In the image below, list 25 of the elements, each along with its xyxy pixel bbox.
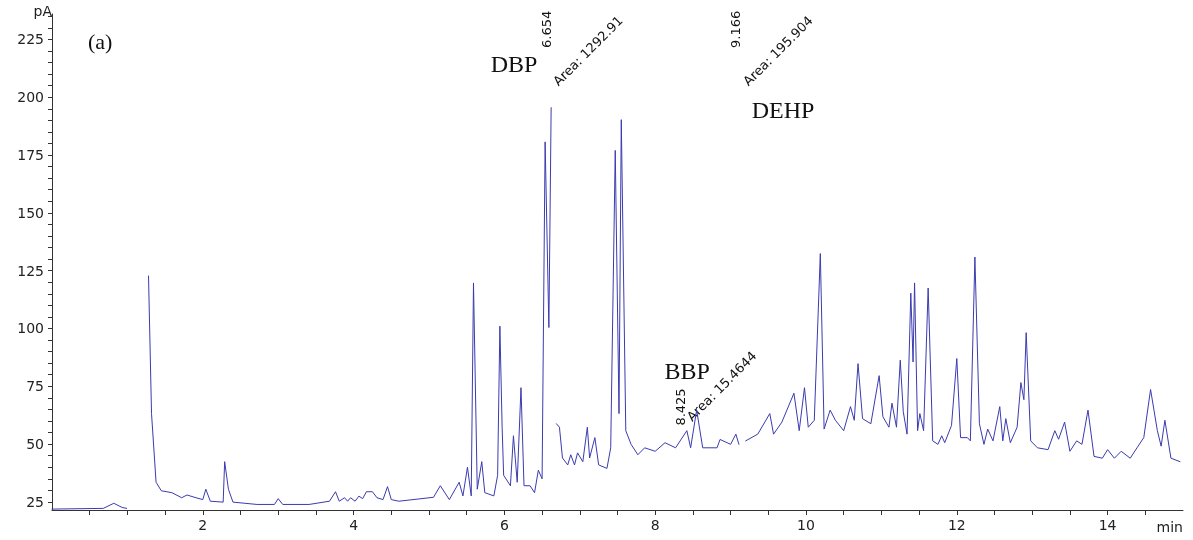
y-tick-label: 125 <box>17 262 44 279</box>
y-tick-label: 200 <box>17 89 44 106</box>
x-tick-label: 4 <box>349 517 359 533</box>
y-tick-label: 150 <box>17 204 44 221</box>
y-tick-label: 225 <box>17 31 44 48</box>
annotation: 9.166 <box>728 10 743 48</box>
annotation: (a) <box>88 28 113 54</box>
y-tick-label: 100 <box>17 320 44 337</box>
annotation: DEHP <box>751 97 815 123</box>
annotation: DBP <box>490 51 538 77</box>
x-tick-label: 12 <box>947 517 966 533</box>
y-tick-label: 75 <box>26 378 44 395</box>
annotation: BBP <box>664 357 710 384</box>
x-tick-label: 6 <box>499 517 509 533</box>
annotation: 6.654 <box>539 10 554 48</box>
x-tick-label: 14 <box>1098 517 1117 533</box>
y-tick-label: 25 <box>26 493 44 510</box>
annotation: 8.425 <box>673 388 689 426</box>
y-tick-label: 175 <box>17 147 44 164</box>
x-axis-title: min <box>1156 519 1183 535</box>
y-axis-title: pA <box>33 3 53 19</box>
y-tick-label: 50 <box>26 436 44 453</box>
x-tick-label: 2 <box>198 517 208 533</box>
x-tick-label: 8 <box>650 517 660 533</box>
x-tick-label: 10 <box>797 517 815 533</box>
